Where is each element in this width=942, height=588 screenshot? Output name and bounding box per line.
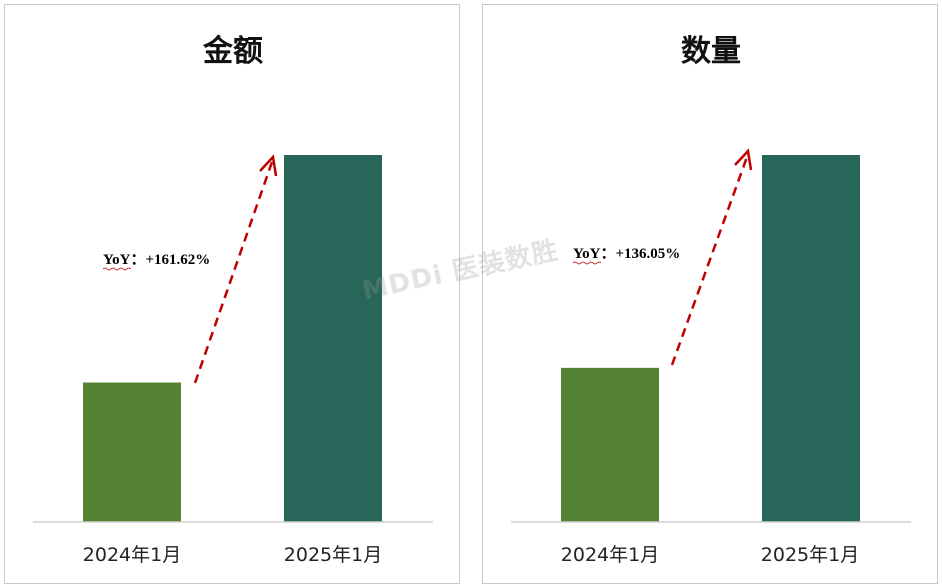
- x-tick-label: 2025年1月: [761, 544, 859, 566]
- yoy-annotation: YoY：+136.05%: [573, 246, 680, 262]
- yoy-annotation: YoY：+161.62%: [103, 252, 210, 268]
- x-tick-label: 2025年1月: [284, 544, 382, 566]
- spellcheck-underline: [102, 267, 132, 271]
- amount-chart: 金额 2024年1月 2025年1月 YoY：+161.62%: [33, 34, 433, 566]
- growth-arrow: [670, 148, 753, 366]
- quantity-chart: 数量 2024年1月 2025年1月 YoY：+136.05%: [511, 34, 911, 566]
- chart-panel-amount: 金额 2024年1月 2025年1月 YoY：+161.62%: [4, 4, 460, 584]
- bars: [561, 155, 860, 522]
- growth-arrow: [193, 154, 278, 384]
- bar-2025-jan: [762, 155, 860, 522]
- spellcheck-underline: [572, 261, 602, 265]
- chart-title: 金额: [202, 34, 263, 69]
- x-tick-label: 2024年1月: [561, 544, 659, 566]
- chart-panel-quantity: 数量 2024年1月 2025年1月 YoY：+136.05%: [482, 4, 938, 584]
- bar-2024-jan: [83, 382, 181, 522]
- bars: [83, 155, 382, 522]
- bar-2025-jan: [284, 155, 382, 522]
- x-tick-label: 2024年1月: [83, 544, 181, 566]
- bar-2024-jan: [561, 367, 659, 522]
- chart-title: 数量: [681, 34, 741, 69]
